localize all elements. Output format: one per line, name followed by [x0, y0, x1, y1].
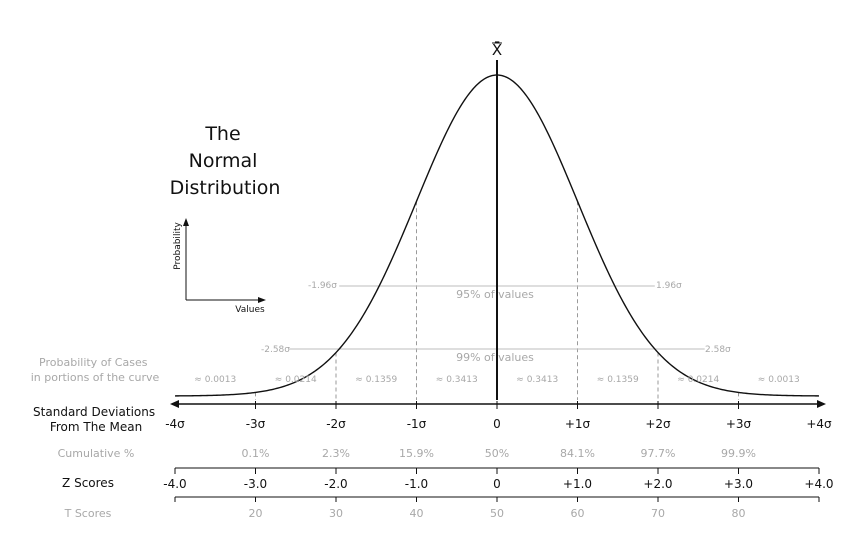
t-score-label: 20 — [249, 507, 263, 520]
inset-y-arrow — [183, 218, 189, 226]
band-95-right-label: 1.96σ — [656, 281, 682, 291]
inset-y-label: Probability — [173, 222, 183, 270]
sd-tick-label: 0 — [493, 417, 501, 431]
proportion-label: ≈ 0.0013 — [194, 375, 236, 385]
title-line-1: The — [204, 123, 240, 145]
sd-tick-label: +4σ — [806, 417, 832, 431]
z-score-label: -4.0 — [163, 477, 186, 491]
band-99-label: 99% of values — [456, 351, 534, 364]
proportion-label: ≈ 0.0214 — [677, 375, 719, 385]
z-score-label: -2.0 — [324, 477, 347, 491]
sd-row-label-line-1: Standard Deviations — [33, 405, 155, 419]
sd-tick-label: +2σ — [645, 417, 671, 431]
t-score-label: 40 — [410, 507, 424, 520]
proportion-label: ≈ 0.0013 — [758, 375, 800, 385]
z-score-label: +2.0 — [643, 477, 672, 491]
sd-tick-label: +3σ — [726, 417, 752, 431]
cumulative-row-label: Cumulative % — [58, 447, 135, 460]
sd-tick-label: -1σ — [407, 417, 427, 431]
z-score-label: -3.0 — [244, 477, 267, 491]
proportion-label: ≈ 0.3413 — [436, 375, 478, 385]
sd-tick-label: -3σ — [246, 417, 266, 431]
band-99-left-label: -2.58σ — [261, 345, 290, 355]
proportion-label: ≈ 0.1359 — [597, 375, 639, 385]
prob-row-label: Probability of Cases in portions of the … — [31, 356, 160, 384]
t-score-label: 50 — [490, 507, 504, 520]
cumulative-label: 84.1% — [560, 447, 595, 460]
title-line-2: Normal — [189, 150, 258, 172]
sd-tick-label: +1σ — [565, 417, 591, 431]
z-score-label: 0 — [493, 477, 501, 491]
inset-x-arrow — [258, 297, 266, 303]
prob-row-label-line-2: in portions of the curve — [31, 371, 160, 384]
mean-symbol: X̄ — [492, 40, 502, 59]
t-score-label: 80 — [732, 507, 746, 520]
proportion-label: ≈ 0.1359 — [355, 375, 397, 385]
inset-x-label: Values — [235, 305, 265, 315]
sd-tick-label: -2σ — [326, 417, 346, 431]
z-score-label: +4.0 — [804, 477, 833, 491]
band-99-right-label: 2.58σ — [705, 345, 731, 355]
normal-curve — [174, 74, 820, 397]
z-row-label: Z Scores — [62, 476, 114, 490]
t-score-label: 70 — [651, 507, 665, 520]
proportion-label: ≈ 0.3413 — [516, 375, 558, 385]
sd-axis-left-arrow — [170, 400, 179, 408]
cumulative-label: 50% — [485, 447, 509, 460]
cumulative-label: 2.3% — [322, 447, 350, 460]
z-score-label: -1.0 — [405, 477, 428, 491]
inset-axes: Probability Values — [173, 218, 266, 315]
sd-tick-label: -4σ — [165, 417, 185, 431]
band-95-label: 95% of values — [456, 288, 534, 301]
title-line-3: Distribution — [170, 177, 281, 199]
band-95-left-label: -1.96σ — [308, 281, 337, 291]
sd-axis-right-arrow — [817, 400, 826, 408]
z-score-label: +1.0 — [563, 477, 592, 491]
proportion-label: ≈ 0.0214 — [275, 375, 317, 385]
cumulative-label: 99.9% — [721, 447, 756, 460]
cumulative-label: 15.9% — [399, 447, 434, 460]
t-row-label: T Scores — [64, 507, 112, 520]
sd-row-label: Standard Deviations From The Mean — [33, 405, 159, 434]
t-score-label: 30 — [329, 507, 343, 520]
cumulative-label: 0.1% — [242, 447, 270, 460]
t-score-label: 60 — [571, 507, 585, 520]
z-score-label: +3.0 — [724, 477, 753, 491]
prob-row-label-line-1: Probability of Cases — [39, 356, 148, 369]
sd-row-label-line-2: From The Mean — [50, 420, 142, 434]
cumulative-label: 97.7% — [641, 447, 676, 460]
